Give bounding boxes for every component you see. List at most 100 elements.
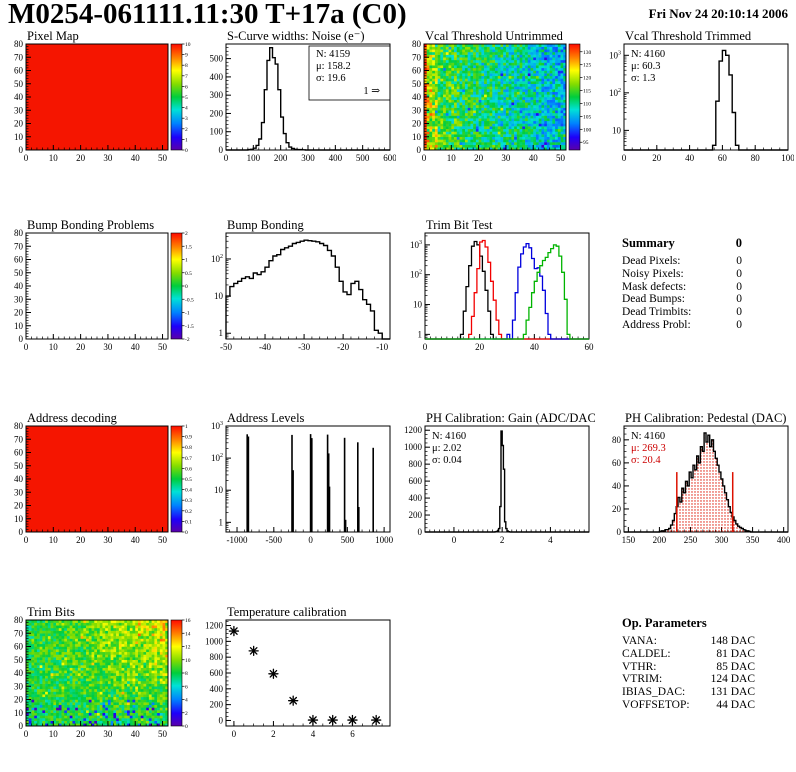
op_parameters-row: IBIAS_DAC: 131 DAC [622,686,755,699]
svg-text:1: 1 [185,137,188,143]
svg-text:400: 400 [329,153,343,163]
svg-text:μ: 158.2: μ: 158.2 [316,61,351,72]
svg-text:0: 0 [24,535,29,545]
svg-text:7: 7 [185,74,188,80]
svg-text:10: 10 [412,132,422,142]
svg-text:μ: 2.02: μ: 2.02 [432,443,462,454]
svg-text:0: 0 [24,342,29,352]
svg-text:250: 250 [684,535,698,545]
svg-text:50: 50 [412,79,422,89]
svg-text:60: 60 [585,342,595,352]
svg-text:500: 500 [210,54,224,64]
svg-text:Trim Bits: Trim Bits [27,605,75,619]
svg-text:20: 20 [412,119,422,129]
plot-vcal-threshold-untrimmed: Vcal Threshold Untrimmed 0 10 20 30 40 50 0 10 20… [399,28,595,200]
svg-text:S-Curve widths: Noise (e⁻): S-Curve widths: Noise (e⁻) [227,29,364,43]
svg-text:600: 600 [409,476,423,486]
svg-text:102: 102 [609,88,621,98]
plot-pixel-map: Pixel Map 0 10 20 30 40 50 0 10 20 30 40 50 60 70 80 0 1 2… [1,28,197,200]
plot-ph-calibration-pedestal: PH Calibration: Pedestal (DAC) 150 200 250 3… [598,410,794,582]
svg-text:10: 10 [49,342,59,352]
svg-text:300: 300 [301,153,315,163]
svg-text:5: 5 [185,95,188,101]
svg-text:100: 100 [210,127,224,137]
svg-text:200: 200 [274,153,288,163]
svg-text:70: 70 [412,52,422,62]
svg-text:μ: 60.3: μ: 60.3 [631,61,661,72]
svg-text:1: 1 [219,517,224,527]
svg-text:1: 1 [185,258,188,264]
op_parameters-row: VTRIM: 124 DAC [622,673,755,686]
plot-bump-bonding: Bump Bonding -50 -40 -30 -20 -10 1 10 102 [200,217,396,389]
svg-text:0.5: 0.5 [185,477,192,483]
svg-text:80: 80 [412,39,422,49]
svg-text:500: 500 [341,535,355,545]
svg-text:6: 6 [185,84,188,90]
svg-text:200: 200 [210,108,224,118]
op-parameters-title: Op. Parameters [622,616,707,630]
plot-trim-bit-test: Trim Bit Test 0 20 40 60 1 10 102 103 [399,217,595,389]
svg-text:σ: 1.3: σ: 1.3 [631,73,655,84]
svg-text:20: 20 [652,153,662,163]
svg-text:-1000: -1000 [227,535,248,545]
svg-text:102: 102 [211,254,223,264]
summary-row: Dead Pixels: 0 [622,255,742,267]
svg-text:1000: 1000 [375,535,394,545]
plot-address-levels: Address Levels -1000 -500 0 500 1000 1 10 102 103 [200,410,396,582]
svg-text:200: 200 [653,535,667,545]
svg-text:8: 8 [185,63,188,69]
svg-text:70: 70 [14,434,24,444]
svg-text:0: 0 [617,527,622,537]
svg-text:0: 0 [185,284,188,290]
svg-text:100: 100 [781,153,794,163]
svg-text:60: 60 [14,448,24,458]
svg-text:150: 150 [622,535,636,545]
svg-text:40: 40 [612,481,622,491]
svg-text:-20: -20 [337,342,349,352]
plot-scurve-noise: S-Curve widths: Noise (e⁻) 0 100 200 300 400 5… [200,28,397,200]
svg-text:50: 50 [14,79,24,89]
svg-text:0: 0 [418,527,423,537]
svg-text:70: 70 [14,52,24,62]
svg-text:105: 105 [583,114,592,120]
svg-text:1.5: 1.5 [185,244,192,250]
svg-text:80: 80 [14,39,24,49]
svg-text:PH Calibration: Gain (ADC/DAC): PH Calibration: Gain (ADC/DAC) [426,411,595,425]
svg-text:-1.5: -1.5 [185,324,194,330]
svg-text:103: 103 [211,421,223,431]
svg-text:4: 4 [548,535,553,545]
svg-text:80: 80 [612,435,622,445]
svg-text:20: 20 [474,153,484,163]
svg-text:50: 50 [14,461,24,471]
svg-text:10: 10 [413,300,423,310]
svg-text:1000: 1000 [404,442,423,452]
svg-text:0: 0 [417,145,422,155]
svg-text:95: 95 [583,140,589,146]
svg-text:10: 10 [49,535,59,545]
svg-text:0.8: 0.8 [185,445,192,451]
svg-text:-2: -2 [185,337,190,343]
svg-text:Vcal Threshold Untrimmed: Vcal Threshold Untrimmed [425,29,564,43]
svg-text:0: 0 [19,145,24,155]
svg-text:40: 40 [131,153,141,163]
svg-text:20: 20 [612,504,622,514]
svg-text:60: 60 [14,66,24,76]
svg-text:10: 10 [14,132,24,142]
summary-row: Noisy Pixels: 0 [622,267,742,280]
svg-text:0: 0 [19,527,24,537]
svg-text:N: 4160: N: 4160 [432,431,466,442]
svg-text:30: 30 [14,487,24,497]
summary-total: 0 [735,236,742,250]
svg-text:120: 120 [583,76,592,82]
svg-text:80: 80 [14,228,24,238]
svg-text:-0.5: -0.5 [185,297,194,303]
svg-text:50: 50 [158,535,168,545]
svg-text:10: 10 [49,153,59,163]
summary-panel: Summary 0 Dead Pixels: 0 Noisy Pixels: 0 Mas… [622,236,742,332]
plot-vcal-threshold-trimmed: Vcal Threshold Trimmed 0 20 40 60 80 100 10 102 1… [598,28,794,200]
svg-text:μ: 269.3: μ: 269.3 [631,443,666,454]
svg-text:0: 0 [423,342,428,352]
svg-text:40: 40 [529,153,539,163]
svg-text:0.6: 0.6 [185,466,192,472]
